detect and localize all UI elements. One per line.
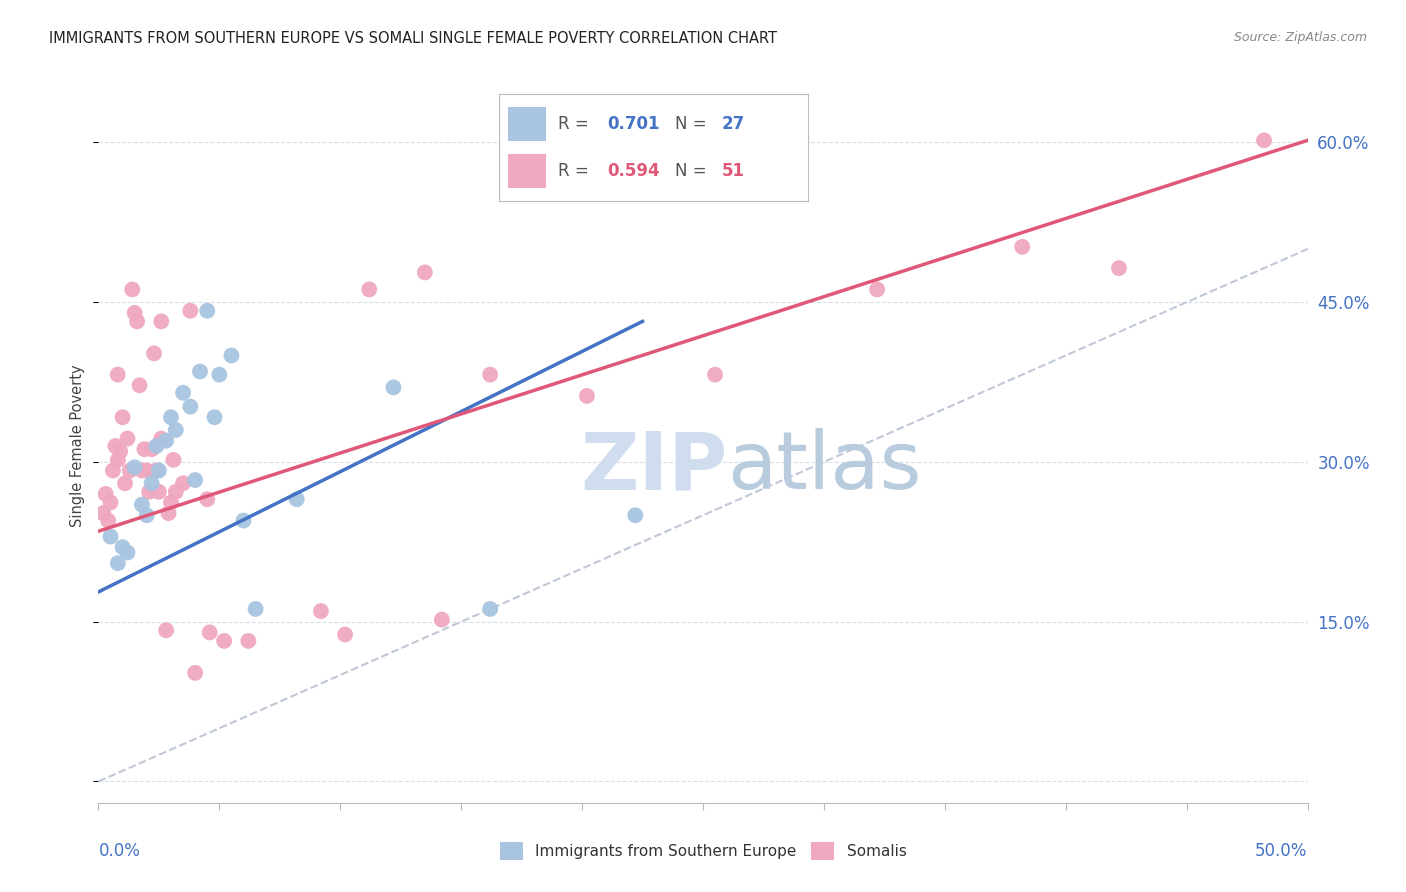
Point	[131, 463, 153, 477]
Point	[285, 492, 308, 507]
Point	[117, 545, 139, 559]
Point	[111, 410, 134, 425]
Point	[155, 434, 177, 448]
Point	[184, 665, 207, 680]
Point	[111, 540, 134, 554]
Point	[135, 508, 157, 523]
Text: N =: N =	[675, 115, 713, 133]
Point	[107, 368, 129, 382]
Text: 51: 51	[721, 161, 745, 179]
Text: atlas: atlas	[727, 428, 921, 507]
Point	[179, 303, 201, 318]
Point	[479, 368, 502, 382]
Point	[145, 439, 167, 453]
Y-axis label: Single Female Poverty: Single Female Poverty	[70, 365, 86, 527]
Point	[94, 487, 117, 501]
Point	[145, 463, 167, 477]
Point	[1011, 240, 1033, 254]
Point	[165, 484, 187, 499]
Point	[141, 442, 163, 457]
Point	[1108, 261, 1130, 276]
Point	[172, 385, 194, 400]
Text: 0.0%: 0.0%	[98, 842, 141, 860]
Point	[238, 634, 260, 648]
Point	[704, 368, 727, 382]
Point	[118, 463, 141, 477]
Point	[184, 473, 207, 487]
Point	[143, 346, 166, 360]
Point	[160, 410, 183, 425]
Point	[107, 453, 129, 467]
Point	[208, 368, 231, 382]
Text: 0.701: 0.701	[607, 115, 659, 133]
Point	[195, 303, 218, 318]
Point	[575, 389, 598, 403]
Point	[333, 627, 356, 641]
Point	[91, 506, 114, 520]
Point	[413, 265, 436, 279]
Text: R =: R =	[558, 115, 593, 133]
Point	[141, 476, 163, 491]
Text: IMMIGRANTS FROM SOUTHERN EUROPE VS SOMALI SINGLE FEMALE POVERTY CORRELATION CHAR: IMMIGRANTS FROM SOUTHERN EUROPE VS SOMAL…	[49, 31, 778, 46]
Point	[430, 613, 453, 627]
Point	[104, 439, 127, 453]
Point	[309, 604, 332, 618]
Point	[359, 282, 381, 296]
Point	[150, 432, 173, 446]
Point	[165, 423, 187, 437]
Point	[135, 463, 157, 477]
Point	[162, 453, 184, 467]
Point	[150, 314, 173, 328]
Text: 50.0%: 50.0%	[1256, 842, 1308, 860]
Point	[179, 400, 201, 414]
Point	[245, 602, 267, 616]
Point	[160, 495, 183, 509]
Point	[172, 476, 194, 491]
Point	[479, 602, 502, 616]
Point	[108, 444, 131, 458]
Point	[198, 625, 221, 640]
FancyBboxPatch shape	[509, 153, 546, 188]
Point	[134, 442, 156, 457]
Point	[204, 410, 226, 425]
Point	[131, 498, 153, 512]
Point	[195, 492, 218, 507]
Point	[624, 508, 647, 523]
Point	[157, 506, 180, 520]
FancyBboxPatch shape	[509, 106, 546, 141]
Text: Source: ZipAtlas.com: Source: ZipAtlas.com	[1233, 31, 1367, 45]
Point	[1253, 133, 1275, 147]
Point	[97, 514, 120, 528]
Point	[121, 282, 143, 296]
Point	[188, 364, 211, 378]
Point	[382, 380, 405, 394]
Point	[232, 514, 254, 528]
Point	[124, 460, 146, 475]
Point	[155, 624, 177, 638]
Point	[114, 476, 136, 491]
Point	[866, 282, 889, 296]
Point	[124, 306, 146, 320]
Point	[100, 495, 122, 509]
Point	[148, 463, 170, 477]
Point	[100, 529, 122, 543]
Point	[107, 556, 129, 570]
Text: 27: 27	[721, 115, 745, 133]
Text: R =: R =	[558, 161, 593, 179]
Point	[127, 314, 149, 328]
Point	[148, 484, 170, 499]
Text: N =: N =	[675, 161, 713, 179]
Point	[128, 378, 150, 392]
Point	[117, 432, 139, 446]
Text: 0.594: 0.594	[607, 161, 659, 179]
Legend: Immigrants from Southern Europe, Somalis: Immigrants from Southern Europe, Somalis	[494, 836, 912, 866]
Point	[138, 484, 160, 499]
Point	[212, 634, 235, 648]
Point	[221, 349, 243, 363]
Text: ZIP: ZIP	[579, 428, 727, 507]
Point	[101, 463, 124, 477]
